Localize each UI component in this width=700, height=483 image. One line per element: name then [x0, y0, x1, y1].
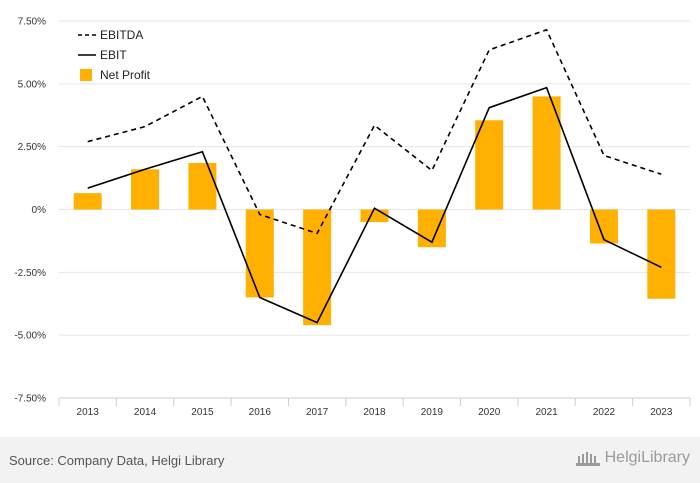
y-tick-label: -5.00% [14, 331, 46, 342]
x-tick-label: 2013 [77, 407, 100, 418]
series-line-ebitda [87, 28, 662, 235]
y-tick-label: 7.50% [18, 17, 46, 28]
legend-swatch-net-profit [80, 69, 92, 81]
bar-net-profit [188, 163, 217, 210]
library-building-icon [575, 452, 600, 466]
x-tick-label: 2016 [249, 407, 272, 418]
series-line-ebit [87, 86, 662, 324]
bar-net-profit [73, 193, 102, 210]
legend-label: Net Profit [100, 68, 151, 82]
x-tick-label: 2019 [421, 407, 444, 418]
bar-net-profit [532, 96, 561, 210]
x-tick-label: 2018 [363, 407, 386, 418]
x-tick-label: 2023 [650, 407, 673, 418]
y-tick-label: 5.00% [18, 79, 46, 90]
bar-net-profit [303, 209, 332, 326]
legend-label: EBITDA [100, 28, 143, 42]
bar-net-profit [360, 209, 389, 223]
x-tick-label: 2022 [593, 407, 616, 418]
brand-name: HelgiLibrary [604, 449, 690, 466]
footer: Source: Company Data, Helgi Library Helg… [0, 437, 700, 483]
x-tick-label: 2021 [535, 407, 558, 418]
bar-net-profit [131, 169, 160, 210]
source-text: Source: Company Data, Helgi Library [9, 453, 225, 468]
x-tick-label: 2020 [478, 407, 501, 418]
y-tick-label: 0% [32, 205, 47, 216]
bar-net-profit [647, 209, 676, 299]
y-tick-label: 2.50% [18, 142, 46, 153]
x-tick-label: 2015 [191, 407, 214, 418]
chart: -7.50% -5.00% -2.50% 0% 2.50% 5.00% 7.50% 2013 2… [14, 17, 691, 418]
bar-net-profit [475, 120, 504, 210]
x-tick-label: 2014 [134, 407, 157, 418]
brand-logo: HelgiLibrary [575, 449, 690, 467]
y-tick-label: -2.50% [14, 268, 46, 279]
x-tick-label: 2017 [306, 407, 329, 418]
bar-net-profit [245, 209, 274, 298]
y-tick-label: -7.50% [14, 394, 46, 405]
legend-label: EBIT [100, 48, 127, 62]
